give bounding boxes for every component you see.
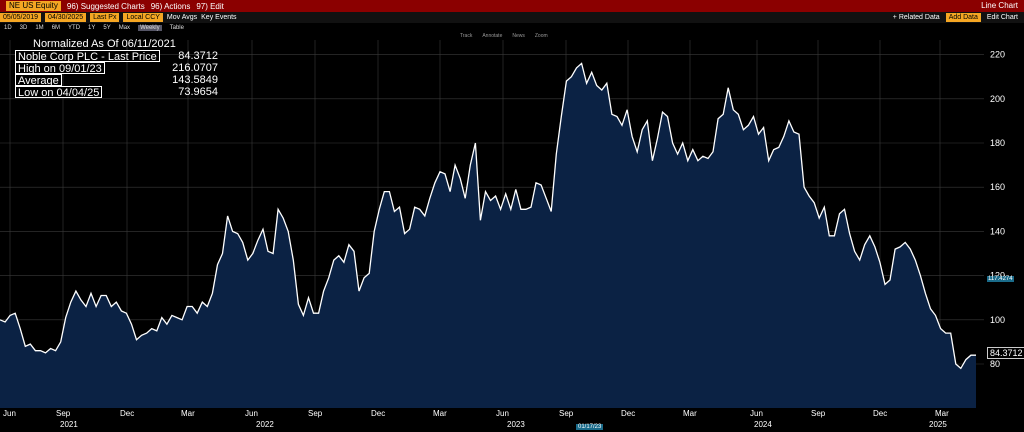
title-bar: NE US Equity 96) Suggested Charts 96) Ac… [0, 0, 1024, 12]
table-button[interactable]: Table [169, 25, 184, 31]
x-year-label: 2021 [60, 420, 78, 429]
x-month-label: Dec [873, 409, 888, 418]
x-month-label: Sep [56, 409, 71, 418]
track-tool[interactable]: Track [460, 33, 473, 39]
chart-tools: Track Annotate News Zoom [460, 33, 548, 39]
x-month-label: Sep [559, 409, 574, 418]
price-line [0, 62, 976, 370]
edit-chart-button[interactable]: Edit Chart [986, 14, 1018, 21]
period-ytd[interactable]: YTD [68, 25, 81, 31]
chart-legend: Normalized As Of 06/11/2021 Noble Corp P… [15, 38, 218, 99]
related-data-button[interactable]: + Related Data [892, 14, 940, 21]
x-month-label: Jun [496, 409, 509, 418]
legend-row: Noble Corp PLC - Last Price 84.3712 [15, 50, 218, 63]
actions-button[interactable]: 96) Actions [150, 1, 191, 11]
legend-series-label: Noble Corp PLC - Last Price [15, 50, 160, 63]
legend-average-label: Average [15, 74, 62, 87]
zoom-tool[interactable]: Zoom [534, 33, 548, 39]
currency-select[interactable]: Local CCY [123, 13, 163, 22]
suggested-charts-button[interactable]: 96) Suggested Charts [66, 1, 145, 11]
y-tick-label: 100 [990, 315, 1005, 325]
field-select[interactable]: Last Px [90, 13, 120, 22]
x-month-label: Mar [433, 409, 447, 418]
legend-low-label: Low on 04/04/25 [15, 86, 103, 99]
date-marker-label: 01/17/23 [576, 424, 604, 430]
y-tick-label: 120 [990, 271, 1005, 281]
legend-high-value: 216.0707 [172, 62, 218, 74]
x-month-label: Mar [181, 409, 195, 418]
y-tick-label: 160 [990, 182, 1005, 192]
legend-row: Average 143.5849 [15, 74, 218, 87]
x-axis: Jun Sep Dec Mar Jun Sep Dec Mar Jun Sep Dec Mar Jun S… [0, 408, 984, 432]
legend-high-label: High on 09/01/23 [15, 62, 105, 75]
chart-type-title: Line Chart [981, 1, 1018, 10]
x-month-label: Jun [3, 409, 16, 418]
x-month-label: Dec [120, 409, 135, 418]
ticker-input[interactable]: NE US Equity [6, 1, 61, 11]
x-month-label: Sep [308, 409, 323, 418]
period-3d[interactable]: 3D [19, 25, 28, 31]
period-6m[interactable]: 6M [51, 25, 61, 31]
y-tick-label: 220 [990, 50, 1005, 60]
price-area [0, 63, 976, 408]
toolbar: 05/05/2019 04/30/2025 Last Px Local CCY … [0, 12, 1024, 23]
period-1d[interactable]: 1D [4, 25, 12, 31]
x-month-label: Dec [371, 409, 386, 418]
frequency-select[interactable]: Weekly [138, 25, 162, 31]
mov-avgs-toggle[interactable]: Mov Avgs [166, 14, 198, 21]
last-value-label: 84.3712 [987, 347, 1024, 359]
x-year-label: 2024 [754, 420, 772, 429]
x-year-label: 2023 [507, 420, 525, 429]
x-year-label: 2025 [929, 420, 947, 429]
period-1y[interactable]: 1Y [88, 25, 96, 31]
legend-series-value: 84.3712 [178, 50, 218, 62]
axis-marker-label: 117.4274 [987, 276, 1014, 282]
add-data-input[interactable]: Add Data [945, 13, 981, 22]
legend-low-value: 73.9654 [178, 86, 218, 98]
legend-row: Low on 04/04/25 73.9654 [15, 86, 218, 99]
x-month-label: Jun [750, 409, 763, 418]
x-month-label: Dec [621, 409, 636, 418]
legend-row: High on 09/01/23 216.0707 [15, 62, 218, 75]
start-date-field[interactable]: 05/05/2019 [0, 13, 42, 22]
y-tick-label: 80 [990, 359, 1000, 369]
x-month-label: Mar [683, 409, 697, 418]
key-events-toggle[interactable]: Key Events [201, 14, 237, 21]
legend-average-value: 143.5849 [172, 74, 218, 86]
x-month-label: Mar [935, 409, 949, 418]
edit-button[interactable]: 97) Edit [196, 1, 224, 11]
period-5y[interactable]: 5Y [103, 25, 111, 31]
y-tick-label: 200 [990, 94, 1005, 104]
x-month-label: Jun [245, 409, 258, 418]
period-1m[interactable]: 1M [35, 25, 44, 31]
end-date-field[interactable]: 04/30/2025 [45, 13, 87, 22]
period-bar: 1D 3D 1M 6M YTD 1Y 5Y Max Weekly Table [0, 23, 1024, 33]
y-tick-label: 180 [990, 138, 1005, 148]
annotate-tool[interactable]: Annotate [482, 33, 503, 39]
news-tool[interactable]: News [512, 33, 525, 39]
x-month-label: Sep [811, 409, 826, 418]
x-year-label: 2022 [256, 420, 274, 429]
price-chart[interactable]: 80 100 120 140 160 180 200 220 [0, 40, 1024, 408]
y-tick-label: 140 [990, 226, 1005, 236]
period-max[interactable]: Max [118, 25, 131, 31]
legend-title: Normalized As Of 06/11/2021 [33, 38, 176, 50]
